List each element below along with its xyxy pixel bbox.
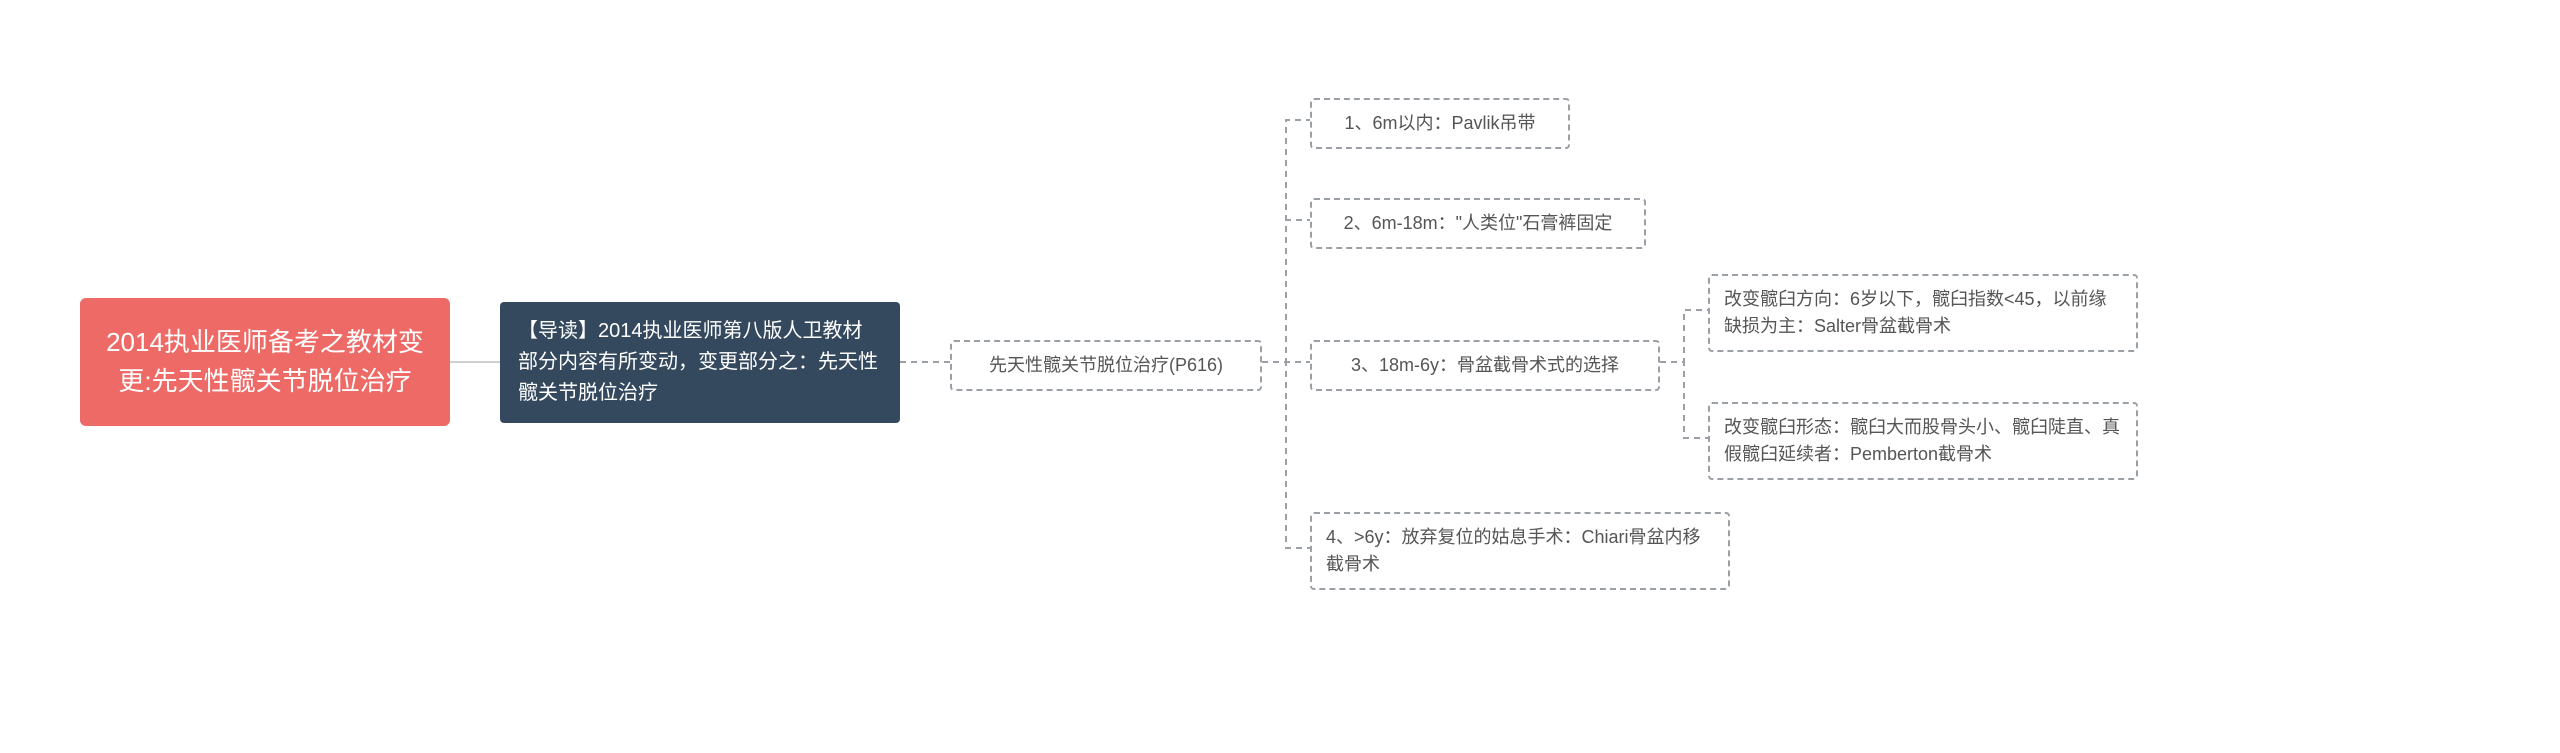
- option-node-2: 2、6m-18m："人类位"石膏裤固定: [1310, 198, 1646, 249]
- option-node-1: 1、6m以内：Pavlik吊带: [1310, 98, 1570, 149]
- option-node-4: 4、>6y：放弃复位的姑息手术：Chiari骨盆内移截骨术: [1310, 512, 1730, 590]
- sub-node-3a: 改变髋臼方向：6岁以下，髋臼指数<45，以前缘缺损为主：Salter骨盆截骨术: [1708, 274, 2138, 352]
- sub-node-3b: 改变髋臼形态：髋臼大而股骨头小、髋臼陡直、真假髋臼延续者：Pemberton截骨…: [1708, 402, 2138, 480]
- topic-node: 先天性髋关节脱位治疗(P616): [950, 340, 1262, 391]
- intro-node: 【导读】2014执业医师第八版人卫教材部分内容有所变动，变更部分之：先天性髋关节…: [500, 302, 900, 423]
- sub-text: 改变髋臼方向：6岁以下，髋臼指数<45，以前缘缺损为主：Salter骨盆截骨术: [1724, 286, 2122, 340]
- option-text: 2、6m-18m："人类位"石膏裤固定: [1344, 210, 1613, 237]
- root-node: 2014执业医师备考之教材变更:先天性髋关节脱位治疗: [80, 298, 450, 426]
- intro-text: 【导读】2014执业医师第八版人卫教材部分内容有所变动，变更部分之：先天性髋关节…: [518, 316, 882, 409]
- option-text: 1、6m以内：Pavlik吊带: [1344, 110, 1535, 137]
- topic-text: 先天性髋关节脱位治疗(P616): [989, 352, 1223, 379]
- option-text: 3、18m-6y：骨盆截骨术式的选择: [1351, 352, 1619, 379]
- mindmap-canvas: 2014执业医师备考之教材变更:先天性髋关节脱位治疗 【导读】2014执业医师第…: [0, 0, 2560, 753]
- option-text: 4、>6y：放弃复位的姑息手术：Chiari骨盆内移截骨术: [1326, 524, 1714, 578]
- root-title: 2014执业医师备考之教材变更:先天性髋关节脱位治疗: [100, 323, 430, 401]
- sub-text: 改变髋臼形态：髋臼大而股骨头小、髋臼陡直、真假髋臼延续者：Pemberton截骨…: [1724, 414, 2122, 468]
- option-node-3: 3、18m-6y：骨盆截骨术式的选择: [1310, 340, 1660, 391]
